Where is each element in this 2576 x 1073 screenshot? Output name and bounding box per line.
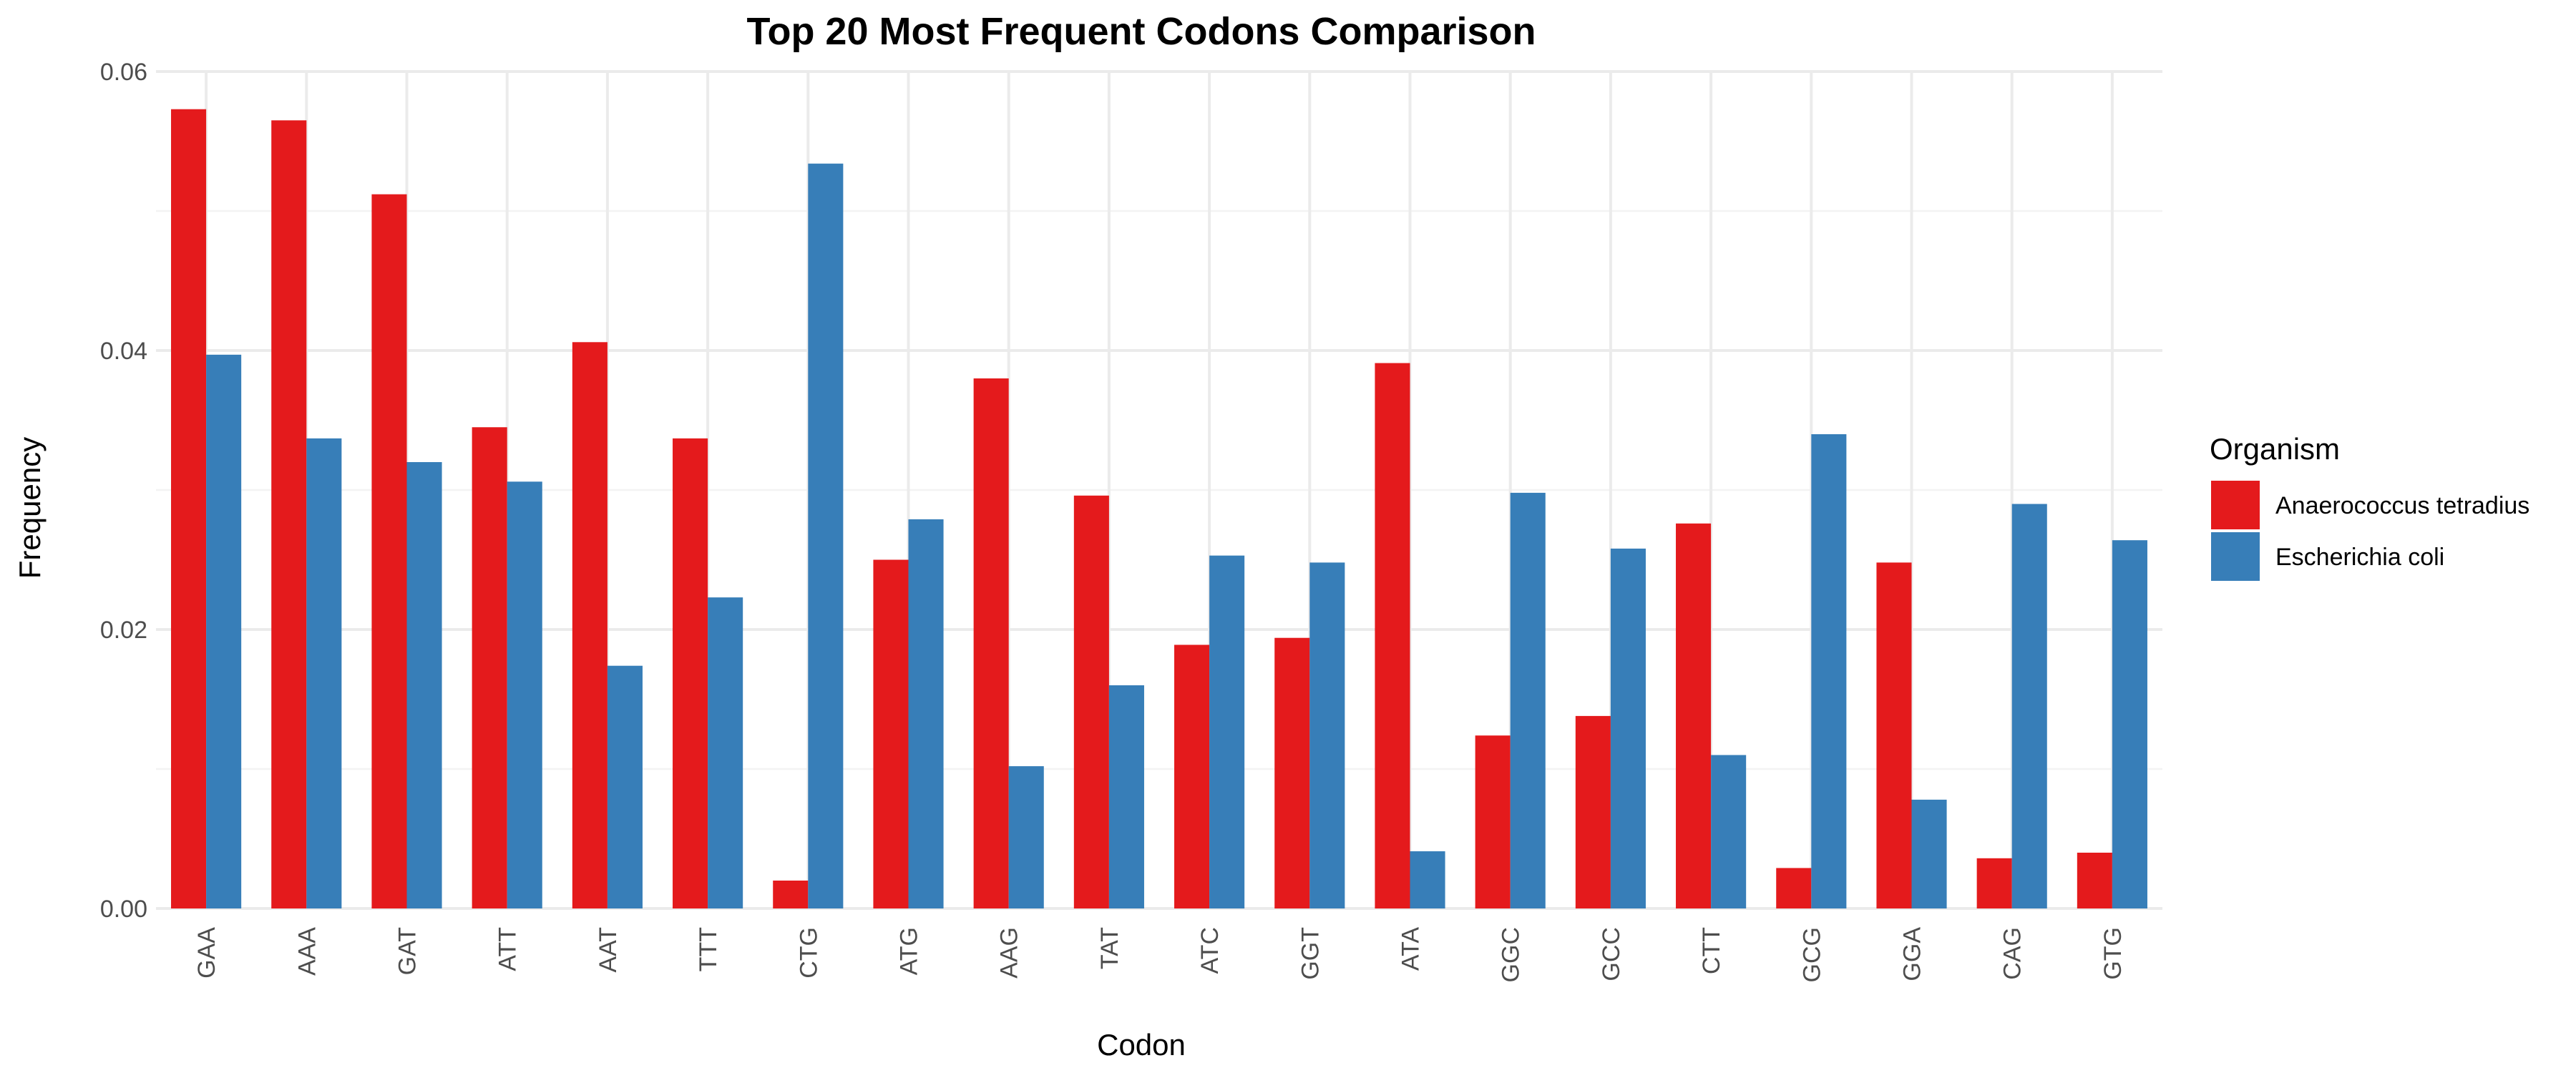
x-tick-label: GAT — [394, 927, 421, 975]
legend: Organism Anaerococcus tetradius Escherich… — [2210, 432, 2529, 581]
bar-gat-series-1 — [371, 194, 407, 909]
x-tick-label: GCG — [1798, 927, 1825, 982]
x-tick-label: TTT — [695, 927, 722, 971]
x-tick-label: ATT — [494, 927, 522, 971]
x-tick-label: GGA — [1899, 927, 1926, 981]
bar-tat-series-1 — [1073, 495, 1109, 908]
bar-gaa-series-1 — [171, 109, 207, 908]
y-tick-label: 0.02 — [100, 617, 147, 644]
bar-ggc-series-2 — [1510, 492, 1546, 908]
x-tick-label: ATG — [896, 927, 923, 975]
bar-gga-series-1 — [1876, 562, 1912, 908]
bar-ata-series-1 — [1375, 363, 1410, 908]
bar-gaa-series-2 — [206, 354, 242, 909]
grid-lines — [156, 70, 2162, 910]
bar-marks — [171, 109, 2147, 909]
chart-title: Top 20 Most Frequent Codons Comparison — [746, 10, 1536, 53]
bar-att-series-1 — [472, 427, 507, 908]
y-tick-label: 0.04 — [100, 338, 147, 365]
x-tick-label: CAG — [1999, 927, 2026, 980]
bar-ctg-series-1 — [773, 881, 809, 908]
bar-gtg-series-2 — [2112, 540, 2147, 908]
y-tick-label: 0.06 — [100, 59, 147, 86]
bar-ctt-series-2 — [1711, 755, 1747, 908]
bar-ggt-series-2 — [1309, 562, 1345, 908]
bar-ttt-series-1 — [673, 438, 708, 908]
bar-att-series-2 — [507, 481, 542, 908]
bar-aaa-series-1 — [271, 120, 307, 908]
bar-gcg-series-1 — [1776, 868, 1812, 908]
bar-cag-series-2 — [2011, 504, 2047, 908]
x-tick-label: GGC — [1498, 927, 1525, 982]
bar-ata-series-2 — [1410, 851, 1445, 908]
bar-ggt-series-1 — [1274, 637, 1310, 908]
x-tick-label: GAA — [193, 927, 220, 979]
bar-ctg-series-2 — [808, 163, 844, 909]
y-axis-ticks: 0.00 0.02 0.04 0.06 — [100, 59, 147, 923]
bar-ggc-series-1 — [1475, 735, 1511, 908]
x-tick-label: ATC — [1196, 927, 1224, 974]
x-tick-label: AAG — [996, 927, 1023, 979]
bar-atg-series-1 — [873, 559, 909, 908]
bar-gat-series-2 — [406, 462, 442, 908]
x-tick-label: GTG — [2099, 927, 2127, 980]
legend-label-1: Anaerococcus tetradius — [2275, 492, 2529, 519]
x-tick-label: AAT — [595, 927, 622, 973]
bar-aat-series-1 — [572, 342, 608, 908]
x-tick-label: GCC — [1598, 927, 1625, 981]
bar-aag-series-2 — [1008, 766, 1044, 908]
legend-label-2: Escherichia coli — [2275, 544, 2444, 571]
legend-swatch-1 — [2211, 481, 2260, 529]
x-tick-label: GGT — [1297, 927, 1324, 980]
bar-atc-series-2 — [1209, 555, 1245, 908]
bar-tat-series-2 — [1108, 685, 1144, 908]
bar-gcg-series-2 — [1811, 434, 1847, 908]
bar-atc-series-1 — [1174, 645, 1210, 908]
bar-ttt-series-2 — [708, 597, 743, 908]
bar-aaa-series-2 — [306, 438, 342, 908]
bar-gcc-series-1 — [1575, 715, 1611, 908]
x-tick-label: TAT — [1096, 927, 1123, 969]
y-tick-label: 0.00 — [100, 896, 147, 923]
y-axis-title: Frequency — [13, 437, 47, 579]
bar-aag-series-1 — [973, 378, 1009, 908]
bar-gga-series-2 — [1911, 799, 1947, 908]
bar-cag-series-1 — [1976, 858, 2012, 908]
legend-title: Organism — [2210, 432, 2340, 466]
x-tick-label: CTG — [795, 927, 822, 979]
bar-ctt-series-1 — [1676, 523, 1712, 908]
x-axis-title: Codon — [1097, 1028, 1186, 1062]
bar-gcc-series-2 — [1610, 548, 1646, 908]
x-tick-label: ATA — [1397, 927, 1425, 971]
bar-aat-series-2 — [607, 665, 643, 908]
x-axis-ticks: GAA AAA GAT ATT AAT TTT CTG ATG AAG TAT ATC GGT ATA G… — [193, 927, 2127, 983]
x-tick-label: CTT — [1698, 927, 1725, 974]
legend-swatch-2 — [2211, 532, 2260, 581]
x-tick-label: AAA — [293, 927, 321, 976]
bar-gtg-series-1 — [2077, 853, 2112, 908]
bar-atg-series-2 — [908, 519, 944, 908]
